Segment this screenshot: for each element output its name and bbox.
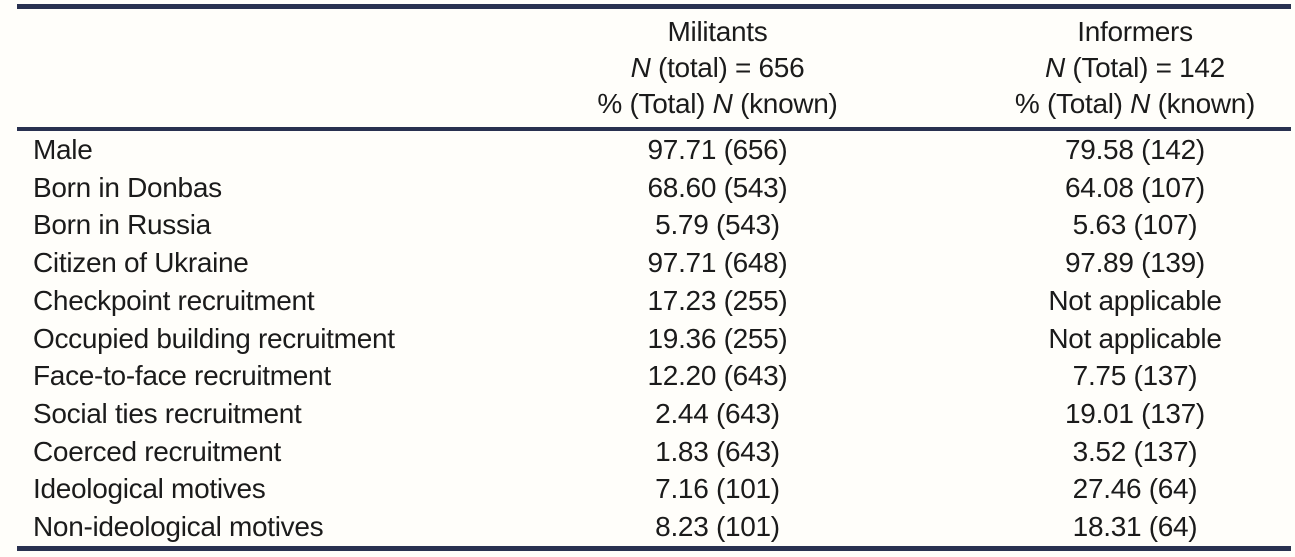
table-body: Male 97.71 (656) 79.58 (142) Born in Don…: [0, 131, 1295, 546]
militants-title: Militants: [667, 16, 768, 47]
table-row: Face-to-face recruitment 12.20 (643) 7.7…: [0, 357, 1295, 395]
top-rule: [17, 4, 1291, 9]
table-header: Militants N (total) = 656 % (Total) N (k…: [0, 9, 1295, 127]
table-row: Social ties recruitment 2.44 (643) 19.01…: [0, 395, 1295, 433]
militants-header: Militants N (total) = 656 % (Total) N (k…: [505, 14, 930, 122]
informers-value: 97.89 (139): [1065, 247, 1205, 279]
row-label: Ideological motives: [33, 473, 266, 505]
table-row: Citizen of Ukraine 97.71 (648) 97.89 (13…: [0, 244, 1295, 282]
informers-value: Not applicable: [1048, 284, 1222, 316]
table-row: Male 97.71 (656) 79.58 (142): [0, 131, 1295, 169]
informers-value: 18.31 (64): [1072, 511, 1198, 543]
table-row: Ideological motives 7.16 (101) 27.46 (64…: [0, 471, 1295, 509]
informers-n-total: N (Total) = 142: [1045, 52, 1225, 83]
militants-value: 97.71 (648): [647, 247, 788, 279]
militants-n-total: N (total) = 656: [630, 52, 805, 83]
militants-value: 2.44 (643): [655, 398, 780, 429]
row-label: Born in Russia: [33, 209, 211, 241]
militants-value: 1.83 (643): [655, 435, 780, 467]
informers-header: Informers N (Total) = 142 % (Total) N (k…: [930, 14, 1295, 122]
bottom-rule: [17, 546, 1291, 551]
informers-value: 3.52 (137): [1072, 435, 1198, 467]
table-row: Born in Russia 5.79 (543) 5.63 (107): [0, 206, 1295, 244]
table-row: Checkpoint recruitment 17.23 (255) Not a…: [0, 282, 1295, 320]
row-label: Face-to-face recruitment: [33, 360, 331, 392]
militants-value: 12.20 (643): [647, 360, 788, 392]
informers-pct-line: % (Total) N (known): [1014, 88, 1256, 119]
militants-value: 17.23 (255): [647, 284, 788, 316]
militants-pct-line: % (Total) N (known): [597, 88, 838, 119]
row-label: Checkpoint recruitment: [33, 284, 315, 316]
informers-title: Informers: [1077, 16, 1193, 47]
informers-value: 5.63 (107): [1072, 209, 1198, 241]
table-row: Non-ideological motives 8.23 (101) 18.31…: [0, 508, 1295, 546]
table-row: Born in Donbas 68.60 (543) 64.08 (107): [0, 169, 1295, 207]
militants-value: 7.16 (101): [655, 473, 780, 505]
militants-value: 19.36 (255): [647, 322, 788, 354]
informers-value: 64.08 (107): [1065, 171, 1205, 203]
table-row: Occupied building recruitment 19.36 (255…: [0, 320, 1295, 358]
row-label: Occupied building recruitment: [33, 322, 395, 354]
informers-value: 19.01 (137): [1065, 398, 1205, 429]
militants-value: 5.79 (543): [655, 209, 780, 241]
militants-value: 68.60 (543): [647, 171, 788, 203]
row-label: Born in Donbas: [33, 171, 222, 203]
informers-value: Not applicable: [1048, 322, 1222, 354]
militants-value: 97.71 (656): [647, 133, 788, 165]
informers-value: 79.58 (142): [1065, 133, 1205, 165]
header-rule: [17, 127, 1291, 131]
row-label: Non-ideological motives: [33, 511, 324, 543]
table-row: Coerced recruitment 1.83 (643) 3.52 (137…: [0, 433, 1295, 471]
row-label: Social ties recruitment: [33, 398, 302, 429]
informers-value: 27.46 (64): [1072, 473, 1198, 505]
informers-value: 7.75 (137): [1072, 360, 1198, 392]
row-label: Citizen of Ukraine: [33, 247, 249, 279]
militants-value: 8.23 (101): [655, 511, 780, 543]
row-label: Male: [33, 133, 93, 165]
row-label: Coerced recruitment: [33, 435, 281, 467]
